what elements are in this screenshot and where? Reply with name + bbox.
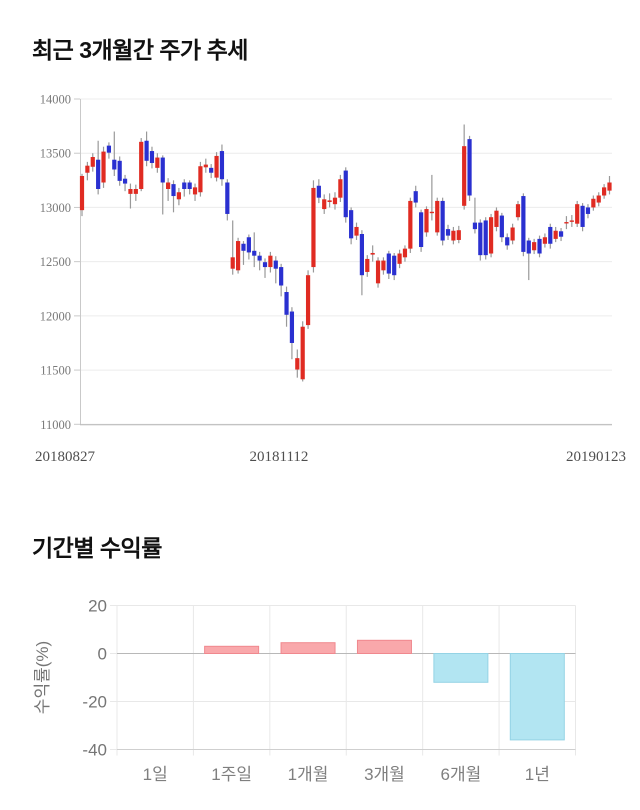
svg-text:20: 20	[88, 597, 107, 616]
svg-text:1일: 1일	[143, 765, 168, 784]
price-trend-title: 최근 3개월간 주가 추세	[32, 37, 248, 63]
svg-text:13000: 13000	[40, 201, 71, 215]
svg-text:-20: -20	[82, 693, 107, 712]
svg-text:20180827: 20180827	[35, 449, 96, 465]
svg-text:13500: 13500	[40, 147, 71, 161]
svg-text:3개월: 3개월	[364, 765, 405, 784]
svg-text:1주일: 1주일	[211, 765, 252, 784]
svg-text:11000: 11000	[40, 418, 71, 432]
svg-text:0: 0	[98, 645, 107, 664]
svg-text:12000: 12000	[40, 309, 71, 323]
svg-text:12500: 12500	[40, 255, 71, 269]
svg-text:1개월: 1개월	[288, 765, 329, 784]
svg-text:1년: 1년	[525, 765, 550, 784]
svg-text:20181112: 20181112	[250, 449, 309, 465]
candlestick-chart: 14000 13500 13000 12500 12000 11500 11000 20180…	[35, 93, 626, 466]
svg-text:6개월: 6개월	[441, 765, 482, 784]
svg-text:20190123: 20190123	[566, 449, 626, 465]
svg-text:수익률(%): 수익률(%)	[33, 641, 52, 714]
returns-bar-chart: 20 0 -20 -40 1일 1주일 1개월 3개월 6개월 1년 수익률(%)	[33, 597, 576, 784]
svg-text:-40: -40	[82, 741, 107, 760]
svg-text:11500: 11500	[40, 364, 71, 378]
returns-title: 기간별 수익률	[32, 535, 162, 561]
svg-text:14000: 14000	[40, 93, 71, 107]
